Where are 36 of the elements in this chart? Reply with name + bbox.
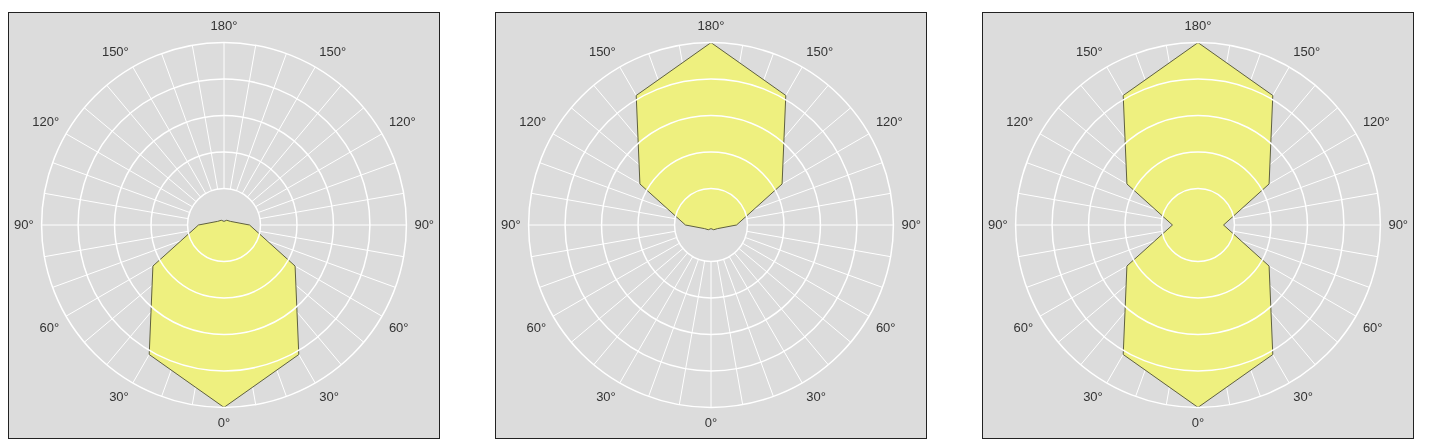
spoke-label: 60°: [388, 319, 409, 335]
spoke-label: 60°: [39, 319, 60, 335]
spoke-label: 60°: [1013, 319, 1034, 335]
spoke-label: 30°: [806, 389, 826, 405]
spoke-label: 90°: [414, 216, 435, 232]
spoke-label: 60°: [875, 319, 896, 335]
spoke-label: 120°: [875, 113, 903, 129]
spoke-label: 150°: [1075, 43, 1103, 59]
spoke-label: 30°: [319, 389, 339, 405]
spoke-label: 150°: [588, 43, 616, 59]
spoke-label: 90°: [500, 216, 521, 232]
spoke-label: 30°: [1293, 389, 1313, 405]
spoke-label: 0°: [1191, 414, 1205, 430]
spoke-label: 150°: [1293, 43, 1321, 59]
spoke-label: 180°: [1184, 18, 1212, 34]
spoke-label: 120°: [1006, 113, 1034, 129]
spoke-label: 60°: [1362, 319, 1383, 335]
spoke-label: 90°: [1388, 216, 1409, 232]
spoke-label: 90°: [13, 216, 34, 232]
spoke-label: 90°: [987, 216, 1008, 232]
spoke-label: 90°: [901, 216, 922, 232]
spoke-label: 30°: [1083, 389, 1103, 405]
spoke-label: 180°: [210, 18, 238, 34]
spoke-label: 60°: [526, 319, 547, 335]
spoke-label: 180°: [697, 18, 725, 34]
spoke-label: 0°: [704, 414, 718, 430]
spoke-label: 120°: [32, 113, 60, 129]
spoke-label: 150°: [806, 43, 834, 59]
spoke-label: 150°: [319, 43, 347, 59]
spoke-label: 0°: [217, 414, 231, 430]
spoke-label: 150°: [101, 43, 129, 59]
spoke-label: 30°: [109, 389, 129, 405]
spoke-label: 120°: [388, 113, 416, 129]
spoke-label: 30°: [596, 389, 616, 405]
spoke-label: 120°: [1362, 113, 1390, 129]
spoke-label: 120°: [519, 113, 547, 129]
